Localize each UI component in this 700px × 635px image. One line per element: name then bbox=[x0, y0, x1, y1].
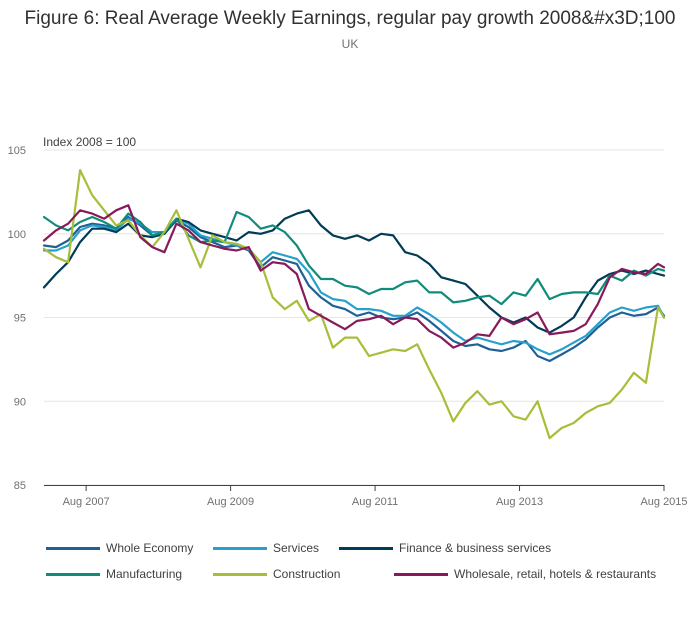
y-tick-label: 105 bbox=[8, 145, 26, 157]
x-tick-label: Aug 2011 bbox=[352, 496, 398, 508]
axes: Index 2008 = 100 85 90 95 100 105 Aug 2007 Aug… bbox=[8, 135, 688, 508]
gridlines bbox=[44, 149, 664, 486]
legend-item-manufacturing[interactable]: Manufacturing bbox=[46, 567, 182, 581]
legend-label: Services bbox=[273, 541, 320, 555]
x-tick-label: Aug 2013 bbox=[496, 496, 543, 508]
legend-item-construction[interactable]: Construction bbox=[213, 567, 340, 581]
legend-label: Whole Economy bbox=[106, 541, 194, 555]
legend-item-finance-business-services[interactable]: Finance & business services bbox=[339, 541, 551, 555]
x-tick-label: Aug 2009 bbox=[207, 496, 254, 508]
series-lines bbox=[42, 169, 666, 440]
legend-swatch bbox=[46, 546, 100, 550]
legend-label: Wholesale, retail, hotels & restaurants bbox=[454, 567, 657, 581]
legend-label: Finance & business services bbox=[399, 541, 552, 555]
legend-swatch bbox=[213, 546, 267, 550]
y-tick-label: 85 bbox=[14, 480, 26, 492]
y-tick-label: 95 bbox=[14, 313, 26, 325]
y-axis-title: Index 2008 = 100 bbox=[43, 135, 136, 149]
x-tick-label: Aug 2007 bbox=[63, 496, 110, 508]
series-line-construction bbox=[42, 169, 666, 440]
legend-label: Manufacturing bbox=[106, 567, 183, 581]
legend-swatch bbox=[339, 546, 393, 550]
x-tick-label: Aug 2015 bbox=[640, 496, 687, 508]
legend-item-whole-economy[interactable]: Whole Economy bbox=[46, 541, 193, 555]
legend-item-wholesale-retail-hotels-restaurants[interactable]: Wholesale, retail, hotels & restaurants bbox=[394, 567, 656, 581]
legend-swatch bbox=[213, 572, 267, 576]
legend-swatch bbox=[46, 572, 100, 576]
legend-item-services[interactable]: Services bbox=[213, 541, 319, 555]
series-line-finance-business-services bbox=[42, 209, 666, 334]
legend-label: Construction bbox=[273, 567, 341, 581]
series-line-wholesale-retail-hotels-restaurants bbox=[42, 204, 666, 349]
y-tick-label: 100 bbox=[8, 229, 26, 241]
series-line-whole-economy bbox=[42, 215, 666, 363]
legend-swatch bbox=[394, 572, 448, 576]
series-line-manufacturing bbox=[42, 210, 666, 306]
chart-subtitle: UK bbox=[341, 37, 359, 51]
chart-title: Figure 6: Real Average Weekly Earnings, … bbox=[24, 8, 676, 29]
y-tick-label: 90 bbox=[14, 396, 26, 408]
